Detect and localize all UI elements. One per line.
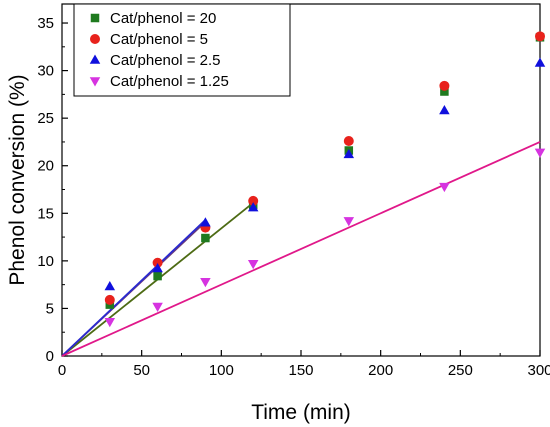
data-point	[104, 318, 116, 328]
y-axis-title: Phenol conversion (%)	[6, 74, 29, 285]
data-point	[153, 271, 162, 281]
legend-marker	[90, 34, 100, 44]
data-point	[200, 217, 211, 227]
x-tick-label: 200	[368, 362, 393, 379]
x-tick-label: 300	[527, 362, 550, 379]
fit-line	[61, 219, 207, 357]
y-tick-label: 20	[37, 158, 54, 175]
x-axis-title: Time (min)	[251, 401, 351, 424]
data-point	[247, 259, 259, 270]
data-point	[152, 302, 163, 313]
legend-label: Cat/phenol = 5	[110, 31, 208, 48]
y-tick-label: 10	[37, 253, 54, 270]
data-point	[200, 278, 211, 288]
data-markers	[104, 31, 546, 328]
data-point	[201, 233, 210, 243]
legend-label: Cat/phenol = 20	[110, 10, 216, 27]
data-point	[439, 105, 450, 115]
legend-label: Cat/phenol = 1.25	[110, 73, 229, 90]
legend: Cat/phenol = 20 Cat/phenol = 5 Cat/phenol …	[73, 3, 291, 97]
data-point	[439, 80, 450, 91]
data-point	[343, 217, 355, 227]
data-point	[247, 202, 259, 212]
legend-marker	[89, 54, 101, 64]
fit-line	[61, 141, 541, 357]
data-point	[440, 87, 449, 96]
x-tick-label: 0	[58, 362, 66, 379]
data-point	[104, 294, 115, 305]
data-point	[104, 281, 116, 291]
y-tick-label: 35	[37, 15, 54, 32]
data-point	[534, 148, 546, 158]
data-point	[152, 257, 163, 268]
y-tick-label: 30	[37, 63, 54, 80]
y-tick-label: 5	[46, 300, 54, 317]
data-point	[152, 262, 163, 273]
legend-marker	[89, 77, 101, 87]
y-tick-label: 25	[37, 110, 54, 127]
data-point	[343, 135, 354, 146]
x-tick-label: 150	[288, 362, 313, 379]
data-point	[248, 195, 259, 206]
y-tick-label: 0	[46, 348, 54, 365]
legend-label: Cat/phenol = 2.5	[110, 52, 221, 69]
data-point	[343, 148, 355, 159]
y-tick-label: 15	[37, 205, 54, 222]
data-point	[535, 31, 545, 42]
data-point	[534, 57, 546, 67]
legend-marker	[90, 13, 100, 23]
x-tick-label: 100	[209, 362, 234, 379]
legend-box	[73, 3, 291, 97]
x-tick-label: 250	[448, 362, 473, 379]
axis-ticks: 0 50 100 150 200 250 300 0 5 10 15 20 25 30 35	[37, 15, 550, 379]
x-tick-label: 50	[133, 362, 150, 379]
fit-lines	[61, 141, 541, 357]
data-point	[439, 182, 450, 193]
